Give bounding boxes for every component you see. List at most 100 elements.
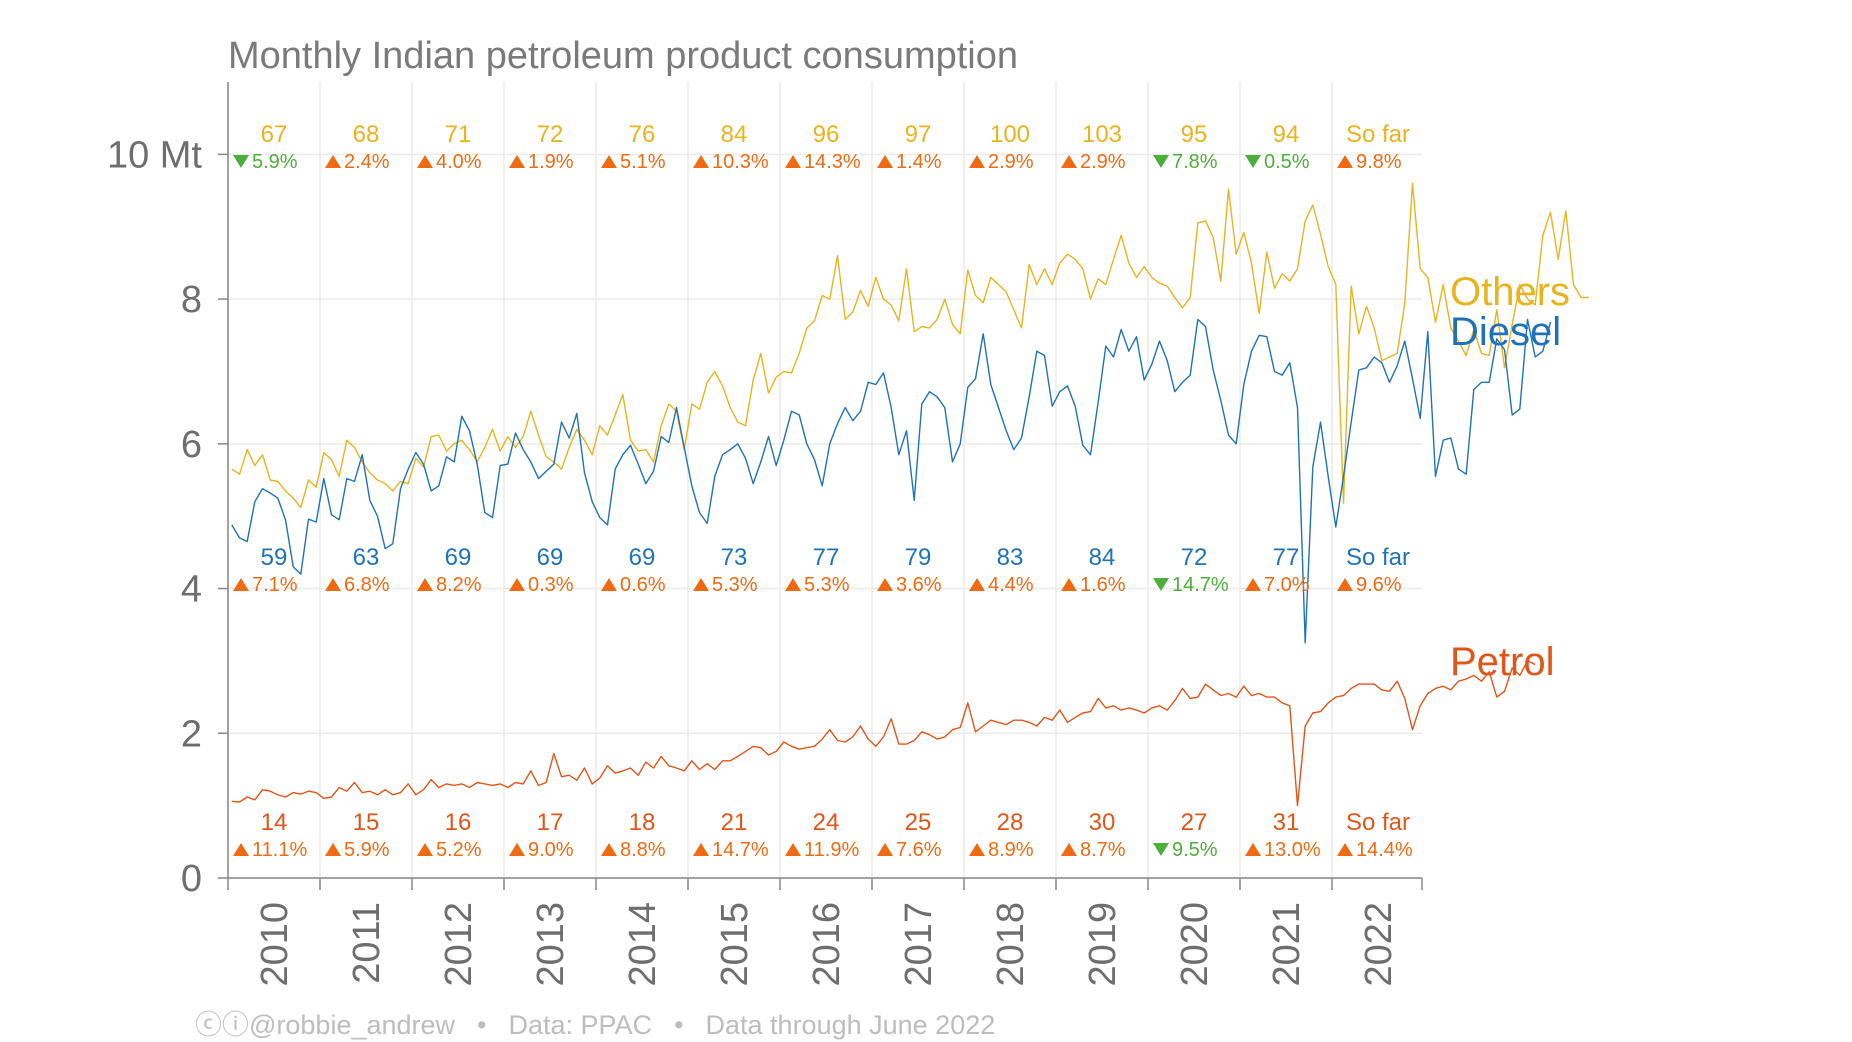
annual-total: 59: [261, 544, 288, 571]
annual-change: 10.3%: [712, 151, 769, 173]
annual-total: So far: [1346, 809, 1410, 836]
series-lines: [231, 182, 1589, 807]
annual-total: 100: [990, 121, 1030, 148]
annual-total: 71: [445, 121, 472, 148]
x-tick-label: 2018: [990, 902, 1032, 987]
footer-sep-1: •: [477, 1010, 486, 1040]
annual-change: 11.9%: [804, 839, 859, 861]
annual-total: 69: [537, 544, 564, 571]
annual-change: 5.9%: [252, 151, 298, 173]
annual-total: 30: [1089, 809, 1116, 836]
up-arrow-icon: [233, 578, 249, 591]
annual-change: 1.9%: [528, 151, 574, 173]
annual-change: 0.3%: [528, 574, 574, 596]
x-tick-label: 2011: [346, 902, 388, 984]
x-tick-label: 2014: [622, 902, 664, 987]
annual-total: 18: [629, 809, 656, 836]
annual-change: 8.8%: [620, 839, 666, 861]
x-tick-label: 2022: [1358, 902, 1400, 987]
footer: ⓒⓘ@robbie_andrew • Data: PPAC • Data through…: [195, 1010, 995, 1040]
annual-total: 96: [813, 121, 840, 148]
y-tick-label: 0: [181, 858, 202, 900]
annual-change: 4.0%: [436, 151, 482, 173]
annual-change: 8.2%: [436, 574, 482, 596]
annual-change: 7.1%: [252, 574, 298, 596]
annual-change: 2.4%: [344, 151, 390, 173]
x-tick-label: 2010: [254, 902, 296, 987]
up-arrow-icon: [785, 155, 801, 168]
up-arrow-icon: [693, 155, 709, 168]
annual-change: 8.7%: [1080, 839, 1126, 861]
annual-total: 95: [1181, 121, 1208, 148]
annual-total: 94: [1273, 121, 1300, 148]
annual-change: 9.6%: [1356, 574, 1402, 596]
up-arrow-icon: [325, 578, 341, 591]
annual-total: 15: [353, 809, 380, 836]
annual-change: 14.3%: [804, 151, 861, 173]
annual-change: 9.5%: [1172, 839, 1218, 861]
x-tick-label: 2013: [530, 902, 572, 987]
annual-change: 2.9%: [1080, 151, 1126, 173]
annual-total: 63: [353, 544, 380, 571]
annual-total: 73: [721, 544, 748, 571]
grid-lines: [227, 82, 1422, 879]
up-arrow-icon: [877, 578, 893, 591]
annual-change: 0.6%: [620, 574, 666, 596]
x-tick-label: 2017: [898, 902, 940, 987]
up-arrow-icon: [601, 843, 617, 856]
up-arrow-icon: [509, 578, 525, 591]
annual-total: 76: [629, 121, 656, 148]
annual-total: 28: [997, 809, 1024, 836]
up-arrow-icon: [1061, 578, 1077, 591]
annual-total: 97: [905, 121, 932, 148]
down-arrow-icon: [1153, 843, 1169, 856]
up-arrow-icon: [417, 843, 433, 856]
annual-change: 7.8%: [1172, 151, 1218, 173]
up-arrow-icon: [969, 843, 985, 856]
up-arrow-icon: [325, 843, 341, 856]
annual-total: 17: [537, 809, 564, 836]
annual-total: So far: [1346, 121, 1410, 148]
annual-total: 72: [1181, 544, 1208, 571]
up-arrow-icon: [325, 155, 341, 168]
footer-sep-2: •: [674, 1010, 683, 1040]
footer-through: Data through June 2022: [706, 1010, 996, 1040]
annual-total: 21: [721, 809, 748, 836]
annual-total: 83: [997, 544, 1024, 571]
up-arrow-icon: [877, 843, 893, 856]
up-arrow-icon: [601, 578, 617, 591]
axes: [227, 82, 1422, 879]
series-label-diesel: Diesel: [1450, 310, 1561, 354]
up-arrow-icon: [1061, 155, 1077, 168]
annual-total: 84: [1089, 544, 1116, 571]
footer-author: @robbie_andrew: [249, 1010, 456, 1040]
up-arrow-icon: [785, 578, 801, 591]
annual-change: 5.3%: [804, 574, 850, 596]
x-tick-label: 2016: [806, 902, 848, 987]
annual-change: 5.1%: [620, 151, 666, 173]
down-arrow-icon: [1153, 155, 1169, 168]
y-tick-label: 10 Mt: [107, 134, 202, 176]
annual-change: 14.4%: [1356, 839, 1413, 861]
annual-change: 9.0%: [528, 839, 574, 861]
up-arrow-icon: [1245, 578, 1261, 591]
x-tick-label: 2015: [714, 902, 756, 987]
annual-total: 25: [905, 809, 932, 836]
chart-title: Monthly Indian petroleum product consump…: [228, 35, 1018, 77]
cc-icon: ⓒⓘ: [195, 1010, 249, 1040]
annual-change: 13.0%: [1264, 839, 1321, 861]
annual-change: 9.8%: [1356, 151, 1402, 173]
up-arrow-icon: [509, 155, 525, 168]
x-axis-ticks: 2010 2011 2012 2013 2014 2015 2016 2017 2018 2019…: [227, 878, 1423, 987]
annual-total: 67: [261, 121, 288, 148]
x-tick-label: 2021: [1266, 902, 1308, 987]
annual-annotations: 67 5.9% 68 2.4% 71 4.0% 72 1.9% 76 5.1% 84 10.3% 96 1…: [233, 121, 1413, 861]
up-arrow-icon: [1337, 578, 1353, 591]
x-tick-label: 2019: [1082, 902, 1124, 987]
y-tick-label: 6: [181, 424, 202, 466]
series-line-diesel: [231, 318, 1552, 644]
annual-total: 16: [445, 809, 472, 836]
up-arrow-icon: [417, 578, 433, 591]
down-arrow-icon: [1153, 578, 1169, 591]
